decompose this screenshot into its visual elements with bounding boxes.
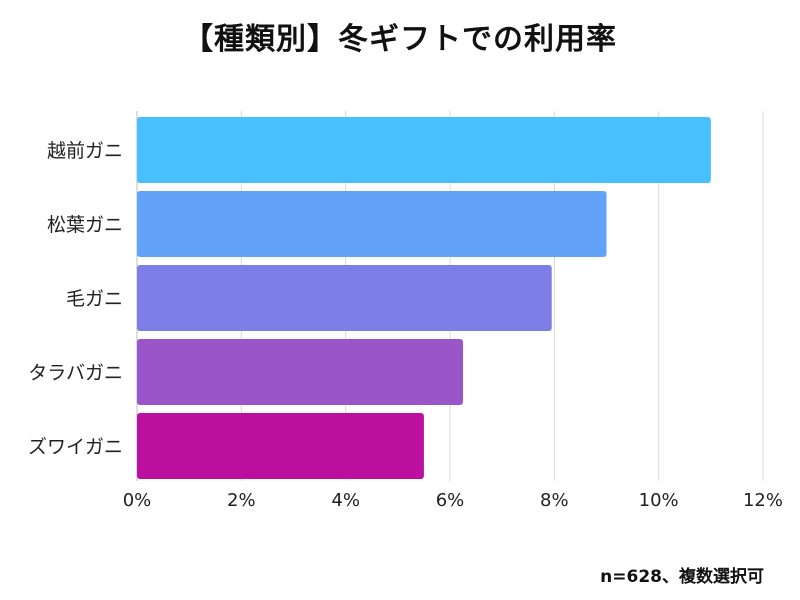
- x-tick-label: 0%: [123, 490, 152, 511]
- bar: [137, 191, 607, 257]
- x-tick-label: 6%: [436, 490, 465, 511]
- chart-title: 【種類別】冬ギフトでの利用率: [183, 22, 617, 57]
- bar: [137, 117, 711, 183]
- x-tick-label: 4%: [331, 490, 360, 511]
- bars: [137, 117, 711, 479]
- x-axis-ticks: 0% 2% 4% 6% 8% 10% 12%: [123, 490, 783, 511]
- x-tick-label: 12%: [743, 490, 783, 511]
- category-label: タラバガニ: [28, 362, 123, 384]
- x-tick-label: 2%: [227, 490, 256, 511]
- bar: [137, 339, 464, 405]
- category-label: 松葉ガニ: [47, 214, 123, 236]
- sample-size-note: n=628、複数選択可: [600, 567, 764, 587]
- category-label: 越前ガニ: [47, 140, 123, 162]
- x-tick-label: 10%: [639, 490, 679, 511]
- x-tick-label: 8%: [540, 490, 569, 511]
- category-label: 毛ガニ: [66, 288, 123, 310]
- category-label: ズワイガニ: [28, 436, 123, 458]
- bar: [137, 265, 552, 331]
- bar: [137, 413, 424, 479]
